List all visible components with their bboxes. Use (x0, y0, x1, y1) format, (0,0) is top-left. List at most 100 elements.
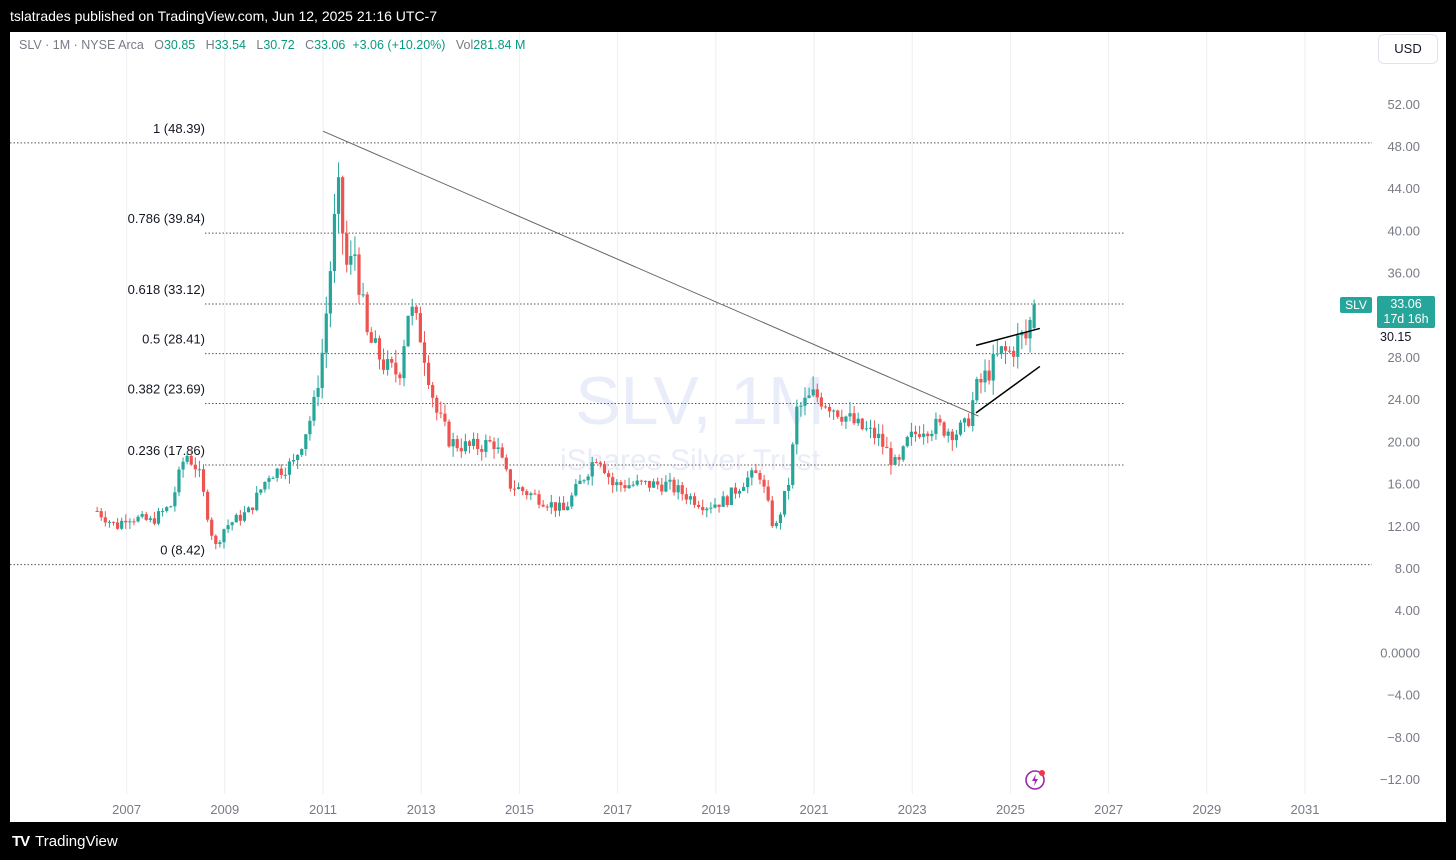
candle-body (1028, 319, 1032, 339)
x-tick-label: 2009 (210, 802, 239, 817)
lightning-bolt-icon[interactable] (1025, 768, 1047, 790)
candle-body (431, 385, 435, 398)
candle-body (656, 481, 660, 485)
candle-body (791, 444, 795, 485)
candle-body (377, 338, 382, 360)
fib-level-label: 0.618 (33.12) (128, 282, 205, 297)
x-tick-label: 2015 (505, 802, 534, 817)
candle-body (537, 494, 541, 505)
candle-body (394, 362, 398, 375)
candle-body (161, 511, 165, 513)
candle-body (619, 482, 623, 486)
candle-body (197, 469, 202, 471)
candle-body (332, 213, 337, 272)
candle-body (336, 177, 341, 214)
candle-body (476, 438, 480, 449)
candle-body (324, 313, 328, 353)
candle-body (958, 422, 963, 435)
candle-body (754, 470, 758, 474)
candle-body (930, 433, 934, 437)
candle-body (488, 440, 492, 442)
candle-body (999, 346, 1003, 354)
candle-body (242, 512, 247, 521)
candle-body (516, 487, 521, 490)
candle-body (410, 306, 414, 316)
candle-body (885, 446, 889, 449)
candle-body (631, 484, 635, 486)
candle-body (545, 506, 549, 508)
candle-body (386, 359, 390, 370)
fib-level-label: 1 (48.39) (153, 121, 205, 136)
footer-bar: TV TradingView (0, 822, 1456, 860)
candle-body (733, 487, 738, 494)
candle-body (627, 485, 631, 489)
currency-button[interactable]: USD (1378, 34, 1438, 64)
candle-body (664, 481, 668, 492)
tradingview-logo-icon[interactable]: TV (12, 832, 30, 850)
x-tick-label: 2013 (407, 802, 436, 817)
candle-body (210, 519, 214, 536)
legend-change: +3.06 (+10.20%) (352, 38, 446, 52)
candle-body (750, 470, 754, 478)
fib-level-label: 0.236 (17.86) (128, 443, 205, 458)
candle-body (201, 469, 206, 492)
candle-body (120, 520, 124, 529)
candle-body (713, 504, 717, 508)
candle-body (561, 502, 566, 511)
x-tick-label: 2007 (112, 802, 141, 817)
candle-body (128, 521, 132, 523)
candle-body (770, 500, 774, 527)
candle-body (132, 521, 136, 523)
candle-body (185, 455, 189, 462)
legend-symbol[interactable]: SLV · 1M · NYSE Arca (19, 38, 144, 52)
candle-body (439, 412, 443, 414)
candle-body (1003, 346, 1008, 351)
candle-body (946, 431, 950, 436)
candle-body (316, 387, 320, 397)
fib-level-label: 0.382 (23.69) (128, 381, 205, 396)
y-tick-label: −8.00 (1387, 730, 1420, 745)
candle-body (549, 502, 553, 508)
candle-body (251, 507, 255, 511)
candle-body (156, 511, 161, 524)
x-tick-label: 2027 (1094, 802, 1123, 817)
candle-body (308, 420, 312, 435)
candle-body (897, 457, 901, 460)
candle-body (570, 495, 574, 507)
fib-level-label: 0.786 (39.84) (128, 211, 205, 226)
candle-body (815, 389, 819, 398)
legend-low: 30.72 (263, 38, 295, 52)
candle-body (901, 446, 905, 460)
candle-body (177, 469, 181, 493)
candle-body (877, 433, 881, 439)
candle-body (521, 487, 525, 492)
candle-body (345, 233, 349, 265)
candle-body (181, 461, 185, 470)
fib-level-label: 0.5 (28.41) (142, 332, 205, 347)
candle-body (795, 406, 799, 445)
candle-body (508, 469, 512, 489)
candle-body (480, 448, 484, 452)
candle-body (353, 254, 357, 256)
chart-frame[interactable]: SLV, 1M iShares Silver Trust 1 (48.39) 0.… (10, 32, 1446, 822)
candle-body (455, 439, 459, 449)
candle-body (692, 496, 697, 505)
legend-close-label: C (305, 38, 315, 52)
candle-body (226, 525, 230, 530)
footer-brand[interactable]: TradingView (35, 832, 118, 850)
candle-body (598, 462, 603, 465)
chart-canvas[interactable]: SLV, 1M iShares Silver Trust 1 (48.39) 0.… (10, 32, 1446, 822)
y-tick-label: −12.00 (1380, 772, 1420, 787)
candle-body (365, 294, 369, 333)
candle-body (823, 406, 828, 408)
candle-body (893, 457, 897, 465)
trendline-downtrend (322, 130, 979, 417)
candle-body (1007, 350, 1012, 352)
candle-body (995, 353, 999, 355)
legend-high: 33.54 (214, 38, 246, 52)
candle-body (218, 542, 222, 544)
candle-body (926, 433, 930, 437)
candle-body (259, 489, 263, 493)
candle-body (938, 418, 942, 423)
candle-body (705, 508, 709, 511)
